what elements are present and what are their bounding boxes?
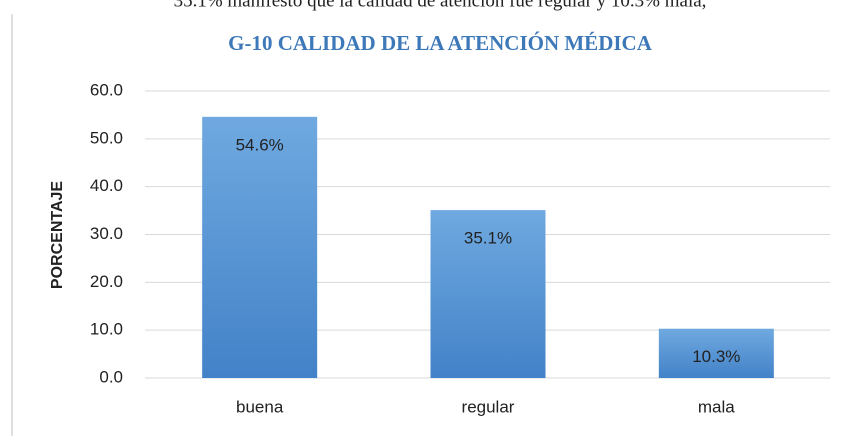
y-tick-label: 0.0 [99, 367, 123, 386]
x-tick-label: mala [698, 397, 735, 416]
bar [202, 116, 318, 378]
y-tick-label: 20.0 [90, 272, 123, 291]
y-tick-label: 30.0 [90, 224, 123, 243]
y-tick-label: 10.0 [90, 320, 123, 339]
value-label: 54.6% [236, 135, 284, 154]
intro-text: 35.1% manifestó que la calidad de atenci… [174, 0, 707, 11]
y-tick-label: 40.0 [90, 176, 123, 195]
bar [658, 328, 774, 378]
y-tick-label: 50.0 [90, 128, 123, 147]
bar [430, 210, 546, 378]
value-label: 35.1% [464, 229, 512, 248]
chart-title: G-10 CALIDAD DE LA ATENCIÓN MÉDICA [228, 31, 653, 55]
y-axis-title: PORCENTAJE [49, 181, 66, 289]
x-tick-label: regular [462, 397, 515, 416]
value-label: 10.3% [692, 347, 740, 366]
y-tick-label: 60.0 [90, 80, 123, 99]
x-tick-label: buena [236, 397, 284, 416]
